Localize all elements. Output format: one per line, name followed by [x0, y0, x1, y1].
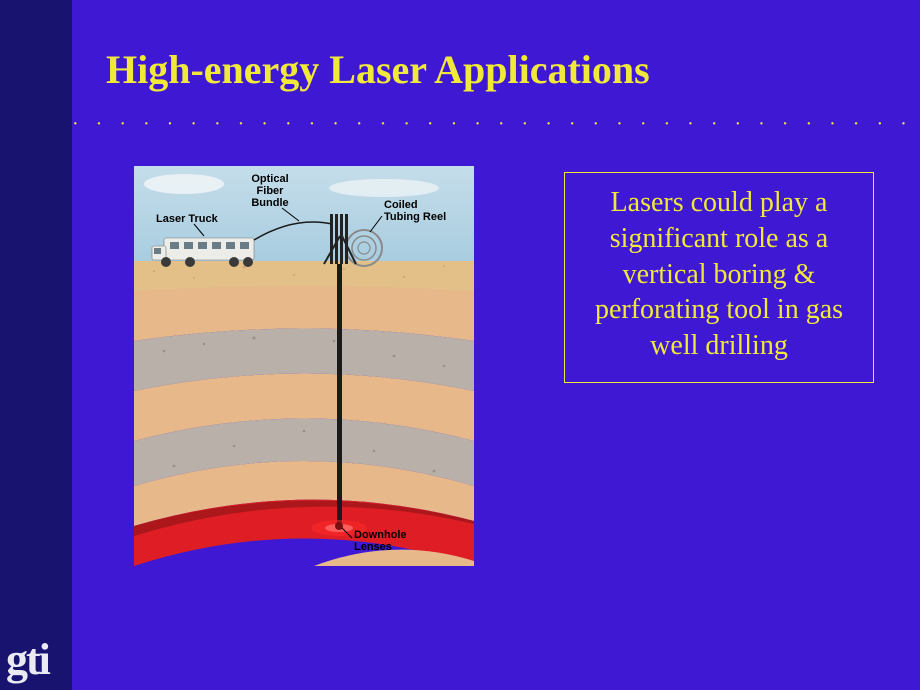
svg-text:Bundle: Bundle [251, 197, 288, 209]
slide: High-energy Laser Applications · · · · ·… [0, 0, 920, 690]
slide-title: High-energy Laser Applications [106, 46, 650, 93]
svg-text:Tubing Reel: Tubing Reel [384, 211, 446, 223]
well-diagram: Laser Truck Optical Fiber Bundle Coiled … [134, 166, 474, 566]
svg-text:Downhole: Downhole [354, 529, 407, 541]
svg-text:Lenses: Lenses [354, 541, 392, 553]
slide-main: High-energy Laser Applications · · · · ·… [72, 0, 920, 690]
svg-text:Fiber: Fiber [257, 185, 285, 197]
gti-logo: gti [6, 638, 49, 682]
dotted-rule: · · · · · · · · · · · · · · · · · · · · … [72, 120, 920, 128]
callout-box: Lasers could play a significant role as … [564, 172, 874, 383]
svg-text:Coiled: Coiled [384, 199, 418, 211]
svg-text:Optical: Optical [251, 173, 288, 185]
svg-text:Laser Truck: Laser Truck [156, 213, 219, 225]
accent-sidebar [0, 0, 72, 690]
